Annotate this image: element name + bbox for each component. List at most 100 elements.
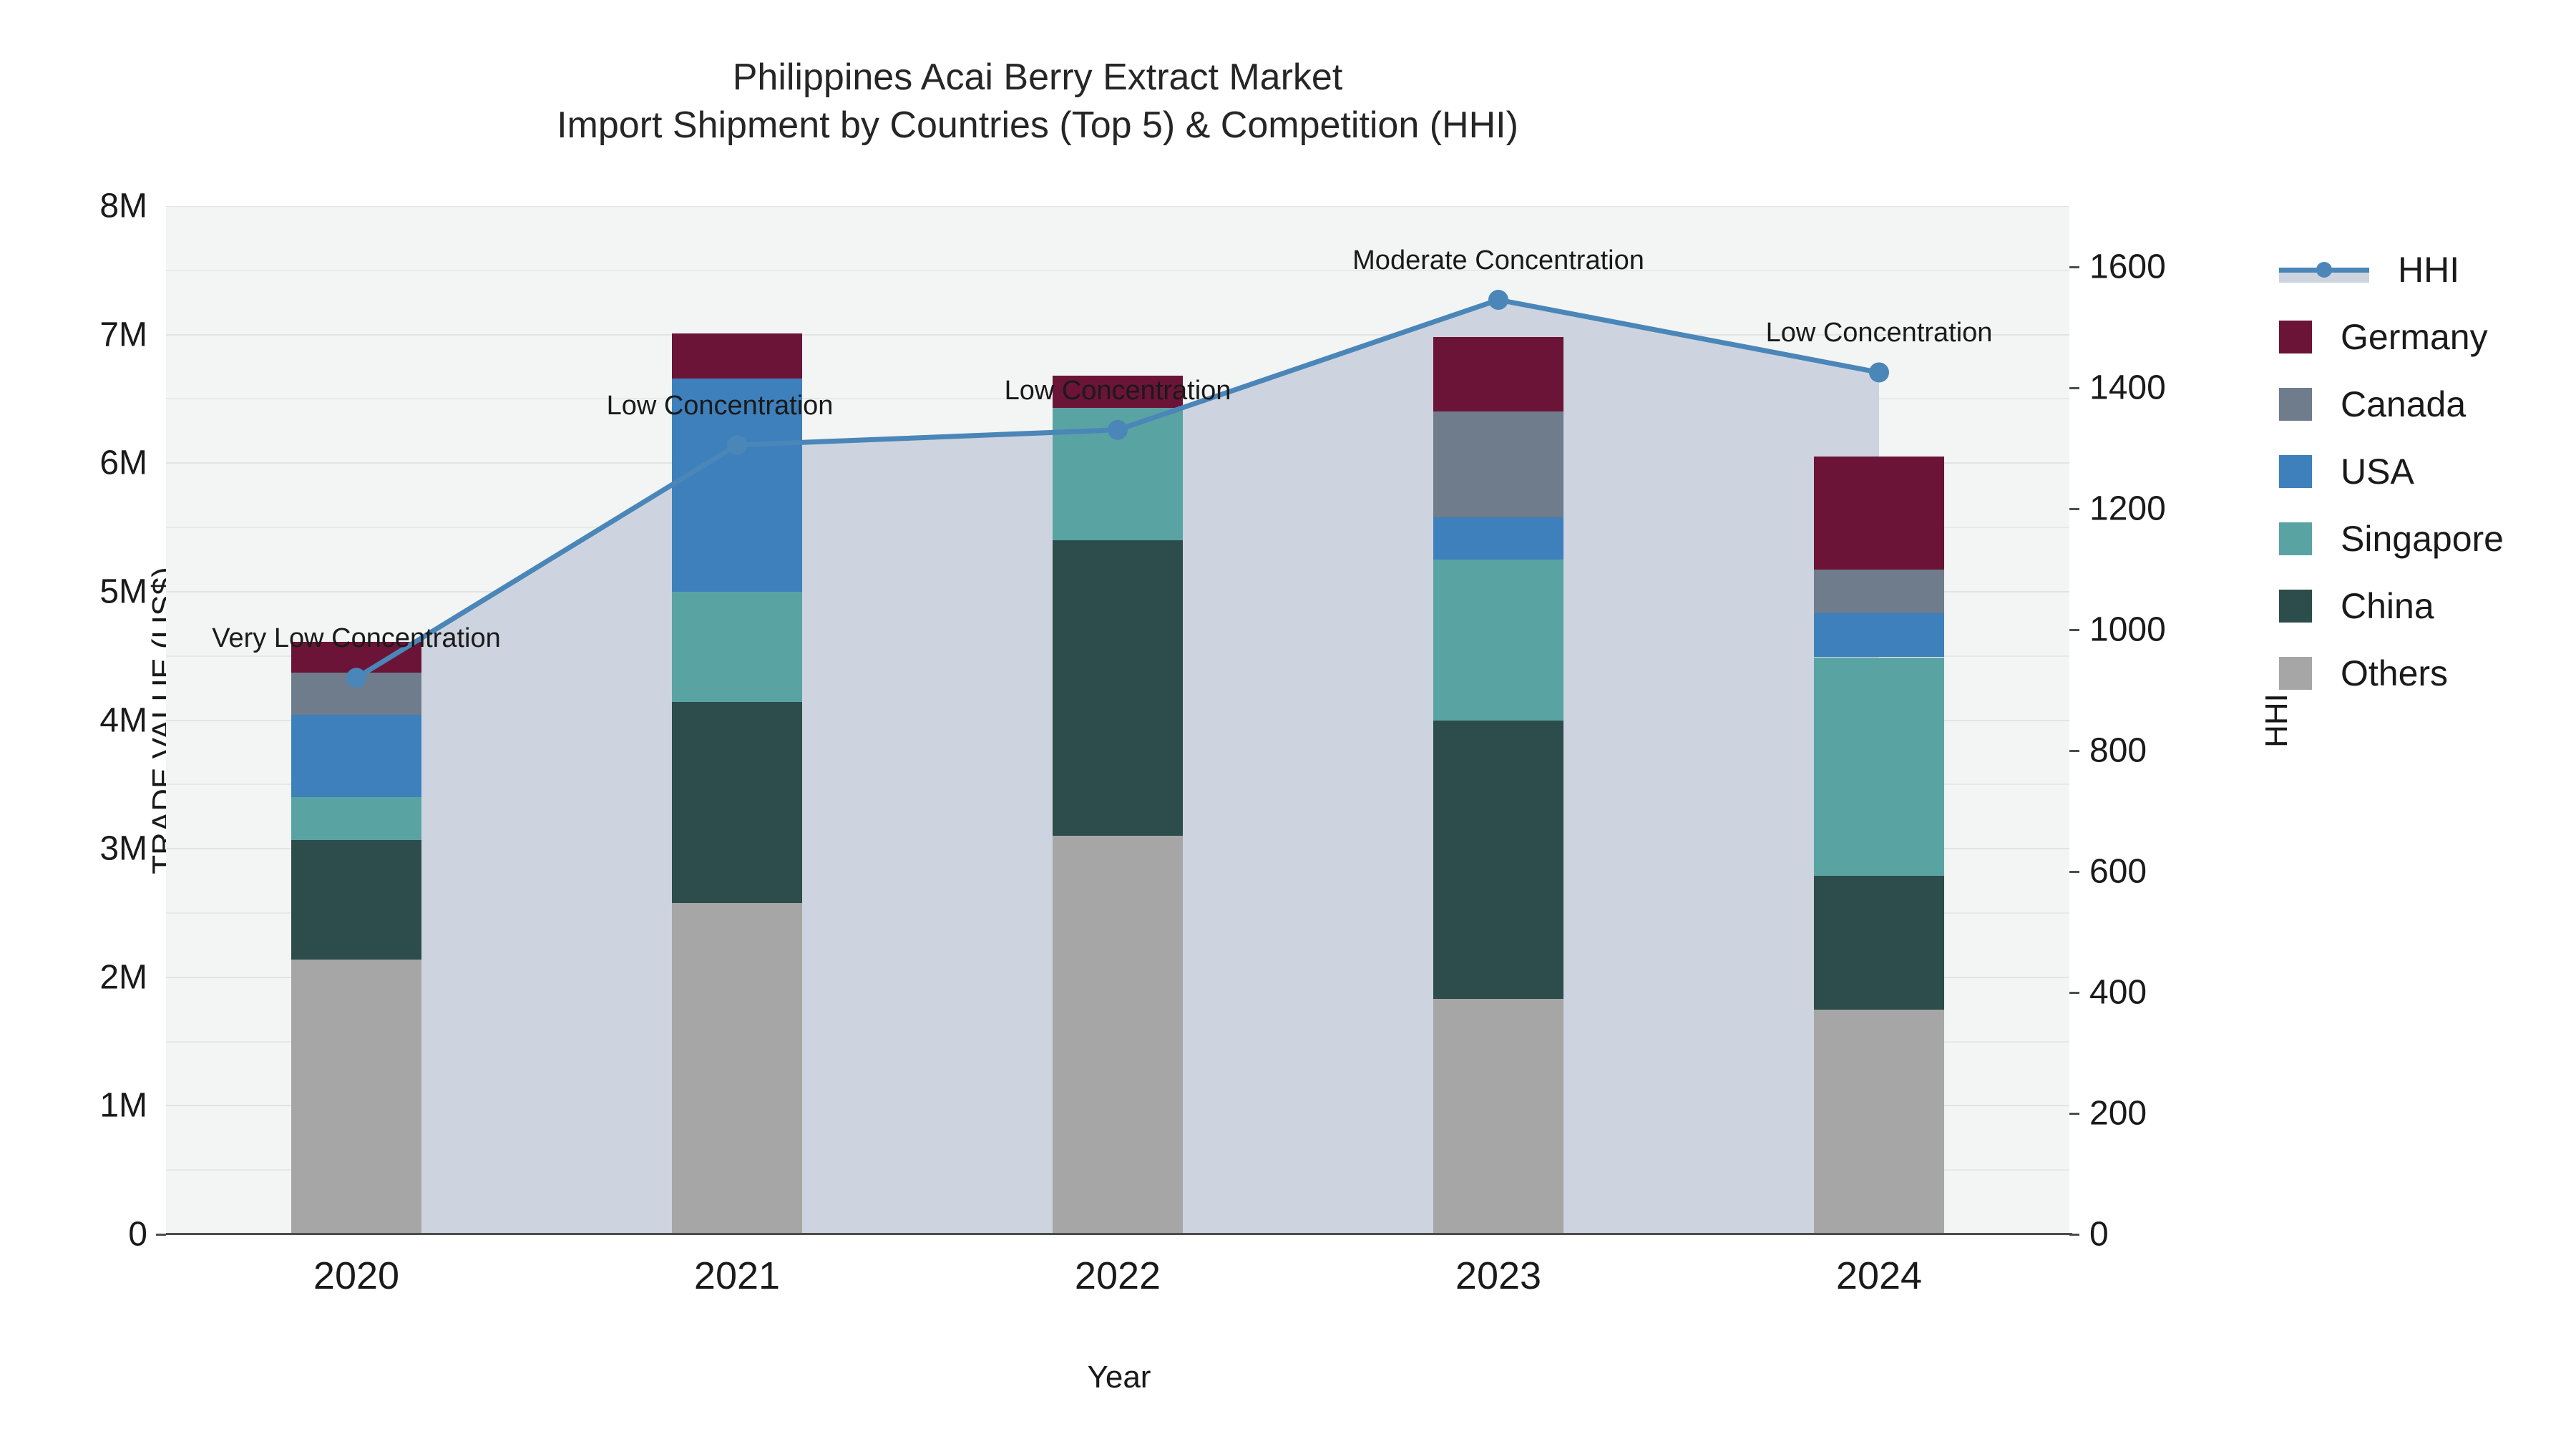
x-axis-tick-label: 2022 bbox=[1074, 1254, 1161, 1297]
legend-item-label: China bbox=[2341, 586, 2434, 626]
concentration-annotation: Very Low Concentration bbox=[212, 623, 501, 654]
bar-segment-others[interactable] bbox=[672, 902, 802, 1234]
bar-stack[interactable] bbox=[291, 206, 421, 1234]
x-axis-line bbox=[166, 1233, 2072, 1235]
gridline bbox=[166, 269, 2069, 271]
legend-item-label: Others bbox=[2341, 653, 2449, 693]
bar-segment-china[interactable] bbox=[672, 702, 802, 903]
bar-segment-singapore[interactable] bbox=[1433, 559, 1563, 721]
concentration-annotation: Moderate Concentration bbox=[1352, 245, 1644, 276]
bar-stack[interactable] bbox=[1433, 206, 1563, 1234]
legend-color-swatch bbox=[2279, 522, 2312, 555]
y-axis-right-tick-label: 1200 bbox=[2089, 489, 2166, 528]
legend-item-usa[interactable]: USA bbox=[2279, 438, 2504, 505]
bar-segment-china[interactable] bbox=[291, 839, 421, 960]
y-axis-right-tick-mark bbox=[2069, 991, 2079, 994]
gridline bbox=[166, 206, 2069, 207]
legend-item-label: USA bbox=[2341, 452, 2414, 492]
bar-segment-germany[interactable] bbox=[672, 333, 802, 379]
y-axis-left-tick-label: 2M bbox=[99, 958, 147, 997]
bar-segment-germany[interactable] bbox=[1814, 457, 1944, 570]
legend-color-swatch bbox=[2279, 590, 2312, 623]
y-axis-left-tick-label: 8M bbox=[99, 187, 147, 225]
chart-title-line1: Philippines Acai Berry Extract Market bbox=[732, 57, 1343, 98]
x-axis-tick-label: 2020 bbox=[313, 1254, 400, 1297]
bar-segment-canada[interactable] bbox=[1814, 570, 1944, 614]
y-axis-right-tick-label: 1400 bbox=[2089, 369, 2166, 407]
plot-area bbox=[166, 206, 2069, 1234]
bar-stack[interactable] bbox=[1053, 206, 1183, 1234]
y-axis-right-tick-mark bbox=[2069, 386, 2079, 389]
y-axis-right-tick-label: 1600 bbox=[2089, 248, 2166, 286]
concentration-annotation: Low Concentration bbox=[1765, 318, 1993, 348]
x-axis-tick-label: 2023 bbox=[1455, 1254, 1542, 1297]
bar-segment-singapore[interactable] bbox=[1814, 657, 1944, 876]
bar-segment-china[interactable] bbox=[1814, 875, 1944, 1010]
bar-segment-singapore[interactable] bbox=[1053, 408, 1183, 541]
legend-item-label: Germany bbox=[2341, 317, 2488, 357]
bar-segment-germany[interactable] bbox=[1433, 337, 1563, 412]
bar-segment-canada[interactable] bbox=[291, 673, 421, 716]
y-axis-right-tick-label: 0 bbox=[2089, 1215, 2109, 1254]
legend-item-label: Canada bbox=[2341, 384, 2467, 424]
y-axis-left-title-wrap: TRADE VALUE (US$) bbox=[0, 206, 181, 1234]
bar-stack[interactable] bbox=[1814, 206, 1944, 1234]
bar-segment-usa[interactable] bbox=[1814, 613, 1944, 658]
y-axis-right-tick-mark bbox=[2069, 1234, 2079, 1236]
legend-item-china[interactable]: China bbox=[2279, 572, 2504, 640]
bar-stack[interactable] bbox=[672, 206, 802, 1234]
y-axis-left-tick-label: 6M bbox=[99, 444, 147, 482]
legend-color-swatch bbox=[2279, 321, 2312, 353]
x-axis-tick-label: 2024 bbox=[1835, 1254, 1923, 1297]
x-axis-tick-label: 2021 bbox=[693, 1254, 781, 1297]
y-axis-left-tick-label: 4M bbox=[99, 701, 147, 739]
y-axis-right-tick-mark bbox=[2069, 628, 2079, 631]
bar-segment-china[interactable] bbox=[1053, 540, 1183, 836]
bar-segment-others[interactable] bbox=[291, 959, 421, 1234]
y-axis-left-tick-mark bbox=[156, 1234, 166, 1236]
y-axis-left-tick-label: 0 bbox=[128, 1215, 147, 1254]
legend-line-marker-icon bbox=[2279, 253, 2369, 286]
concentration-annotation: Low Concentration bbox=[606, 390, 834, 421]
bar-segment-china[interactable] bbox=[1433, 720, 1563, 1000]
plot-inner bbox=[166, 206, 2069, 1234]
y-axis-right-tick-mark bbox=[2069, 265, 2079, 268]
chart-title: Philippines Acai Berry Extract Market Im… bbox=[0, 54, 2075, 149]
legend-color-swatch bbox=[2279, 455, 2312, 488]
y-axis-right-tick-mark bbox=[2069, 507, 2079, 510]
bar-segment-usa[interactable] bbox=[291, 715, 421, 798]
bar-segment-singapore[interactable] bbox=[672, 591, 802, 703]
y-axis-left-tick-label: 7M bbox=[99, 316, 147, 354]
y-axis-right-tick-label: 200 bbox=[2089, 1094, 2147, 1133]
bar-segment-singapore[interactable] bbox=[291, 797, 421, 840]
bar-segment-others[interactable] bbox=[1053, 836, 1183, 1234]
y-axis-right-tick-mark bbox=[2069, 749, 2079, 752]
bar-segment-others[interactable] bbox=[1814, 1009, 1944, 1234]
x-axis-title: Year bbox=[1087, 1360, 1151, 1395]
chart-title-line2: Import Shipment by Countries (Top 5) & C… bbox=[557, 104, 1518, 146]
y-axis-left-tick-label: 3M bbox=[99, 829, 147, 868]
legend-color-swatch bbox=[2279, 657, 2312, 690]
legend-item-label: HHI bbox=[2398, 250, 2460, 290]
legend-item-label: Singapore bbox=[2341, 519, 2504, 559]
y-axis-left-tick-label: 1M bbox=[99, 1086, 147, 1125]
y-axis-right-tick-mark bbox=[2069, 870, 2079, 873]
legend-item-canada[interactable]: Canada bbox=[2279, 371, 2504, 438]
bar-segment-others[interactable] bbox=[1433, 999, 1563, 1234]
legend-color-swatch bbox=[2279, 388, 2312, 421]
y-axis-right-tick-label: 400 bbox=[2089, 973, 2147, 1012]
concentration-annotation: Low Concentration bbox=[1004, 375, 1231, 406]
y-axis-right-tick-label: 800 bbox=[2089, 731, 2147, 770]
bar-segment-canada[interactable] bbox=[1433, 411, 1563, 517]
y-axis-right-tick-mark bbox=[2069, 1112, 2079, 1115]
bar-segment-usa[interactable] bbox=[1433, 517, 1563, 560]
legend-item-germany[interactable]: Germany bbox=[2279, 303, 2504, 371]
y-axis-left-tick-label: 5M bbox=[99, 572, 147, 611]
y-axis-right-tick-label: 600 bbox=[2089, 852, 2147, 891]
legend-item-hhi[interactable]: HHI bbox=[2279, 236, 2504, 303]
legend-item-singapore[interactable]: Singapore bbox=[2279, 505, 2504, 572]
y-axis-right-tick-label: 1000 bbox=[2089, 610, 2166, 649]
legend-item-others[interactable]: Others bbox=[2279, 640, 2504, 707]
legend: HHI Germany Canada USA Singapore China Others bbox=[2279, 236, 2504, 707]
